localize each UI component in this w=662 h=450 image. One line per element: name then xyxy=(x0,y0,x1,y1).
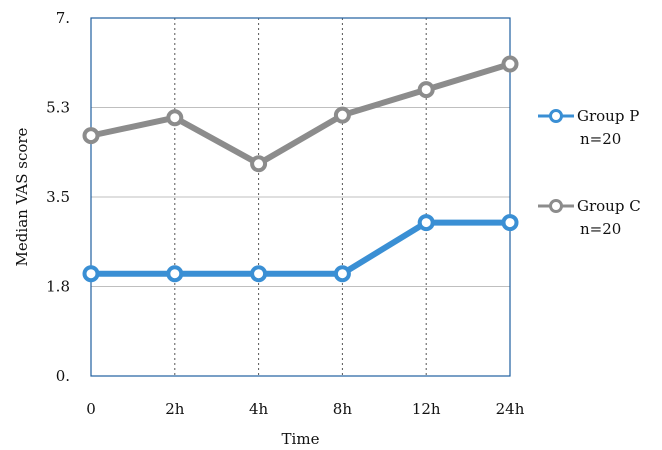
legend-item: Group C n=20 xyxy=(538,197,641,238)
legend-sublabel: n=20 xyxy=(580,220,621,238)
data-point xyxy=(166,109,184,127)
legend: Group P n=20 Group C n=20 xyxy=(538,107,641,238)
x-axis-title: Time xyxy=(282,430,320,448)
legend-item: Group P n=20 xyxy=(538,107,639,148)
x-tick-label: 4h xyxy=(249,400,269,418)
data-point xyxy=(417,81,435,99)
legend-label: Group P xyxy=(577,107,639,125)
y-axis-title: Median VAS score xyxy=(13,127,31,266)
series-group-p xyxy=(82,214,519,283)
data-point xyxy=(82,265,100,283)
series-line xyxy=(88,219,513,277)
series-line xyxy=(88,61,513,167)
y-tick-label: 5.3 xyxy=(46,99,70,117)
series xyxy=(82,55,519,283)
data-point xyxy=(333,106,351,124)
legend-marker xyxy=(549,109,563,123)
x-tick-label: 12h xyxy=(412,400,441,418)
x-axis-ticks: 0 2h 4h 8h 12h 24h xyxy=(86,400,524,418)
y-axis-ticks: 0. 1.8 3.5 5.3 7. xyxy=(46,9,70,385)
plot-frame xyxy=(90,17,511,377)
data-point xyxy=(250,265,268,283)
grid xyxy=(91,18,510,376)
x-tick-label: 8h xyxy=(333,400,353,418)
y-tick-label: 0. xyxy=(56,367,70,385)
x-tick-label: 2h xyxy=(165,400,185,418)
data-point xyxy=(501,214,519,232)
data-point xyxy=(250,155,268,173)
data-point xyxy=(417,214,435,232)
legend-sublabel: n=20 xyxy=(580,130,621,148)
data-point xyxy=(501,55,519,73)
data-point xyxy=(82,127,100,145)
y-tick-label: 1.8 xyxy=(46,278,70,296)
y-tick-label: 7. xyxy=(56,9,70,27)
x-tick-label: 0 xyxy=(86,400,96,418)
x-tick-label: 24h xyxy=(496,400,525,418)
series-group-c xyxy=(82,55,519,173)
data-point xyxy=(333,265,351,283)
data-point xyxy=(166,265,184,283)
legend-marker xyxy=(549,199,563,213)
y-tick-label: 3.5 xyxy=(46,188,70,206)
legend-label: Group C xyxy=(577,197,641,215)
